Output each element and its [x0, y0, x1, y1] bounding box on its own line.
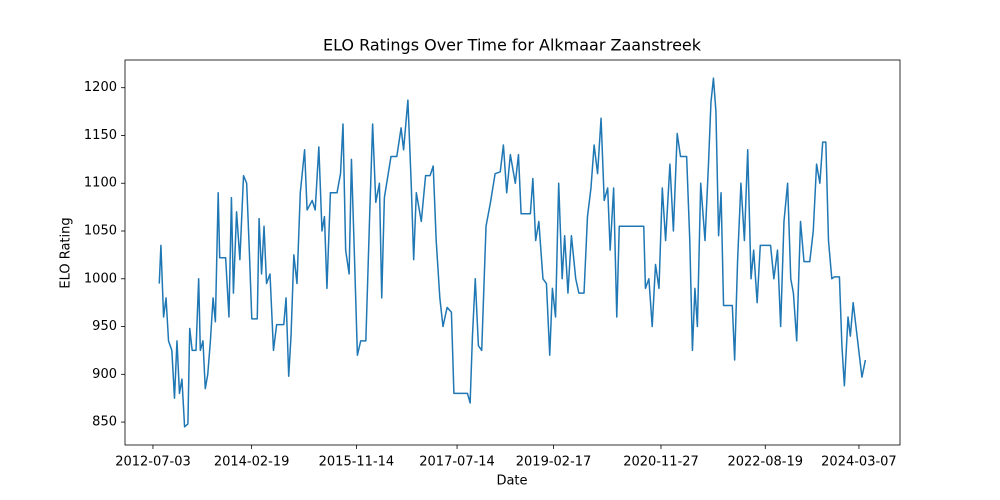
- x-tick-label: 2020-11-27: [623, 455, 699, 470]
- y-tick-label: 1150: [84, 128, 117, 143]
- x-tick-label: 2017-07-14: [419, 455, 495, 470]
- x-tick-label: 2014-02-19: [214, 455, 290, 470]
- y-tick-label: 900: [92, 367, 117, 382]
- y-tick-label: 950: [92, 319, 117, 334]
- x-tick-label: 2019-02-17: [516, 455, 592, 470]
- y-tick-label: 1200: [84, 80, 117, 95]
- y-tick-label: 1100: [84, 176, 117, 191]
- plot-frame: [124, 59, 901, 446]
- x-axis-label: Date: [496, 474, 527, 489]
- x-tick-label: 2024-03-07: [821, 455, 897, 470]
- y-tick-label: 1050: [84, 224, 117, 239]
- y-axis-label: ELO Rating: [59, 217, 74, 288]
- data-line: [158, 77, 867, 428]
- x-tick-label: 2012-07-03: [115, 455, 191, 470]
- y-tick-label: 850: [92, 415, 117, 430]
- x-tick-label: 2022-08-19: [727, 455, 803, 470]
- chart-title: ELO Ratings Over Time for Alkmaar Zaanst…: [323, 36, 702, 55]
- y-tick-label: 1000: [84, 271, 117, 286]
- x-tick-label: 2015-11-14: [319, 455, 395, 470]
